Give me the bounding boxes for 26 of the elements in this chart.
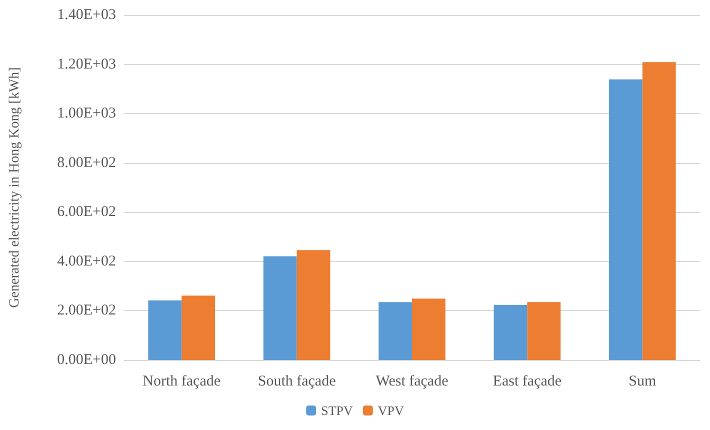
bar <box>608 79 642 360</box>
y-tick-label: 6.00E+02 <box>57 204 116 220</box>
y-tick-label: 4.00E+02 <box>57 253 116 270</box>
x-tick-label: Sum <box>628 374 656 390</box>
bar <box>182 296 216 360</box>
bar <box>412 298 446 360</box>
x-tick-label: West façade <box>376 374 449 390</box>
y-tick-label: 8.00E+02 <box>57 154 116 171</box>
y-tick-label: 1.40E+03 <box>57 7 116 23</box>
y-tick-label: 1.20E+03 <box>57 56 116 72</box>
bar <box>296 250 330 360</box>
bar <box>527 302 561 360</box>
x-tick-label: East façade <box>492 374 562 390</box>
y-tick-label: 1.00E+03 <box>57 106 116 122</box>
bar <box>148 300 182 360</box>
y-tick-label: 2.00E+02 <box>57 302 116 319</box>
bar <box>642 62 676 360</box>
x-tick-label: South façade <box>258 374 336 390</box>
bar <box>494 305 528 360</box>
y-axis-title: Generated electricity in Hong Kong [kWh] <box>8 67 22 308</box>
legend-label: VPV <box>378 403 405 418</box>
legend-label: STPV <box>321 403 354 418</box>
bar <box>263 256 297 360</box>
bar <box>378 302 412 360</box>
x-tick-label: North façade <box>142 374 221 390</box>
y-tick-label: 0.00E+00 <box>57 352 116 368</box>
